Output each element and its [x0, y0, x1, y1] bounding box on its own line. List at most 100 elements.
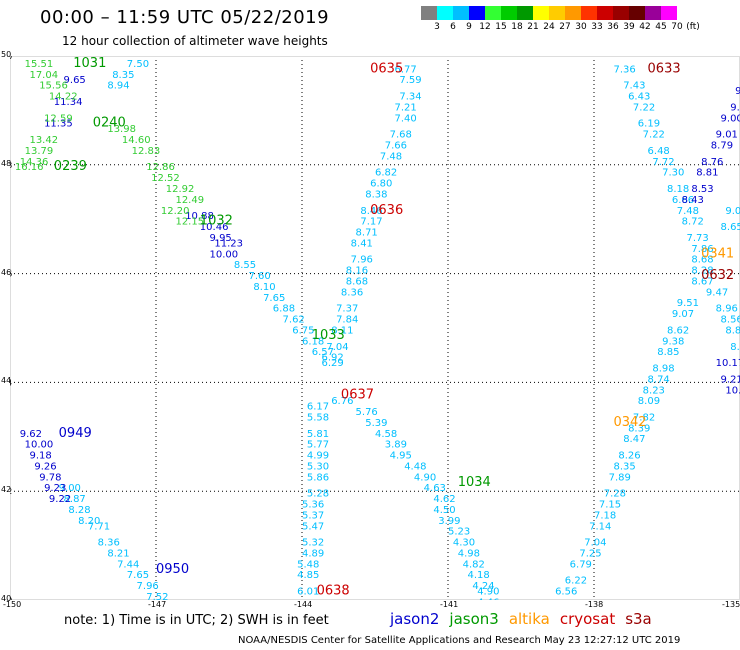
- colorbar-swatch: [677, 6, 693, 20]
- wave-height-value: 6.79: [570, 559, 592, 570]
- colorbar-tick: 27: [559, 22, 571, 32]
- wave-height-value: 7.18: [594, 510, 616, 521]
- wave-height-value: 5.39: [365, 418, 387, 429]
- wave-height-value: 5.76: [356, 407, 378, 418]
- wave-height-value: 16.16: [15, 162, 44, 173]
- wave-height-value: 8.43: [682, 195, 704, 206]
- wave-height-value: 12.52: [151, 173, 180, 184]
- wave-height-value: 14.22: [49, 92, 78, 103]
- wave-height-value: 6.18: [302, 336, 324, 347]
- colorbar-tick: 30: [575, 22, 587, 32]
- wave-height-value: 3.99: [438, 516, 460, 527]
- colorbar-tick: 33: [591, 22, 603, 32]
- wave-height-value: 11.23: [214, 238, 243, 249]
- wave-height-value: 7.52: [146, 592, 168, 600]
- wave-height-value: 11.35: [44, 119, 73, 130]
- wave-height-value: 8.39: [628, 423, 650, 434]
- colorbar-swatch: [533, 6, 549, 20]
- wave-height-value: 8.53: [691, 184, 713, 195]
- wave-height-value: 7.04: [326, 342, 348, 353]
- wave-height-value: 5.81: [307, 429, 329, 440]
- colorbar-tick: 15: [495, 22, 507, 32]
- wave-height-value: 5.23: [448, 527, 470, 538]
- wave-height-value: 5.37: [302, 510, 324, 521]
- wave-height-value: 7.73: [686, 233, 708, 244]
- wave-height-value: 8.41: [351, 238, 373, 249]
- wave-height-value: 8.11: [331, 325, 353, 336]
- wave-height-value: 10.88: [185, 211, 214, 222]
- wave-height-value: 8.72: [682, 217, 704, 228]
- wave-height-value: 8.36: [98, 538, 120, 549]
- pass-time-label: 0950: [156, 562, 189, 577]
- colorbar-swatch: [485, 6, 501, 20]
- wave-height-value: 8.10: [253, 282, 275, 293]
- wave-height-value: 8.87: [64, 494, 86, 505]
- pass-time-label: 0239: [54, 159, 87, 174]
- wave-height-value: 7.30: [662, 168, 684, 179]
- wave-height-value: 8.65: [721, 222, 740, 233]
- wave-height-value: 8.67: [691, 276, 713, 287]
- wave-height-value: 10.17: [716, 358, 740, 369]
- pass-time-label: 0638: [317, 584, 350, 599]
- wave-height-value: 7.50: [127, 59, 149, 70]
- y-tick-label-html: 46: [1, 267, 12, 277]
- y-tick-label: 44: [10, 378, 12, 387]
- wave-height-value: 12.83: [132, 146, 161, 157]
- x-tick-label: -135: [722, 600, 740, 609]
- wave-height-value: 8.21: [107, 548, 129, 559]
- wave-height-value: 6.82: [375, 168, 397, 179]
- wave-height-value: 9.21: [735, 86, 740, 97]
- wave-height-value: 9.21: [721, 374, 740, 385]
- wave-height-value: 8.96: [716, 304, 738, 315]
- wave-height-value: 6.22: [565, 576, 587, 587]
- wave-height-value: 8.79: [711, 140, 733, 151]
- wave-height-value: 6.48: [648, 146, 670, 157]
- colorbar-tick: (ft): [686, 22, 700, 32]
- wave-height-value: 7.22: [643, 130, 665, 141]
- wave-height-value: 5.47: [302, 521, 324, 532]
- colorbar-swatch: [421, 6, 437, 20]
- wave-height-value: 9.62: [20, 429, 42, 440]
- wave-height-value: 3.89: [385, 440, 407, 451]
- legend-cryosat: cryosat: [559, 610, 616, 628]
- wave-height-value: 8.76: [701, 157, 723, 168]
- wave-height-value: 9.01: [716, 130, 738, 141]
- x-tick-label: -147: [148, 600, 167, 609]
- pass-time-label: 0341: [701, 246, 734, 261]
- wave-height-value: 13.79: [25, 146, 54, 157]
- wave-height-value: 8.50: [730, 342, 740, 353]
- pass-time-label: 1031: [73, 56, 106, 71]
- wave-height-value: 8.71: [356, 228, 378, 239]
- chart-title: 00:00 – 11:59 UTC 05/22/2019: [40, 7, 330, 28]
- wave-height-value: 9.38: [662, 336, 684, 347]
- wave-height-value: 7.48: [380, 151, 402, 162]
- wave-height-value: 8.98: [652, 364, 674, 375]
- y-tick-label-html: 40: [1, 594, 12, 603]
- y-tick-label: 40: [10, 596, 12, 600]
- wave-height-value: 5.77: [307, 440, 329, 451]
- colorbar-swatch: [437, 6, 453, 20]
- wave-height-value: 13.98: [107, 124, 136, 135]
- wave-height-value: 6.92: [321, 353, 343, 364]
- wave-height-value: 7.34: [399, 92, 421, 103]
- wave-height-value: 7.60: [248, 271, 270, 282]
- colorbar: [421, 6, 693, 20]
- wave-height-value: 8.28: [68, 505, 90, 516]
- wave-height-value: 4.98: [458, 548, 480, 559]
- wave-height-value: 12.15: [175, 217, 204, 228]
- wave-height-value: 8.28: [691, 266, 713, 277]
- colorbar-swatch: [581, 6, 597, 20]
- wave-height-value: 4.85: [297, 570, 319, 581]
- wave-height-value: 9.47: [706, 287, 728, 298]
- wave-height-value: 4.50: [433, 505, 455, 516]
- wave-height-value: 4.95: [390, 451, 412, 462]
- wave-height-value: 9.78: [39, 472, 61, 483]
- wave-height-value: 8.81: [696, 168, 718, 179]
- wave-height-value: 7.36: [613, 64, 635, 75]
- wave-height-value: 4.46: [477, 597, 499, 600]
- wave-height-value: 7.44: [117, 559, 139, 570]
- x-tick-label: -138: [585, 600, 604, 609]
- wave-height-value: 7.40: [394, 113, 416, 124]
- x-tick-label: -150: [3, 600, 22, 609]
- plot-frame: [10, 56, 740, 600]
